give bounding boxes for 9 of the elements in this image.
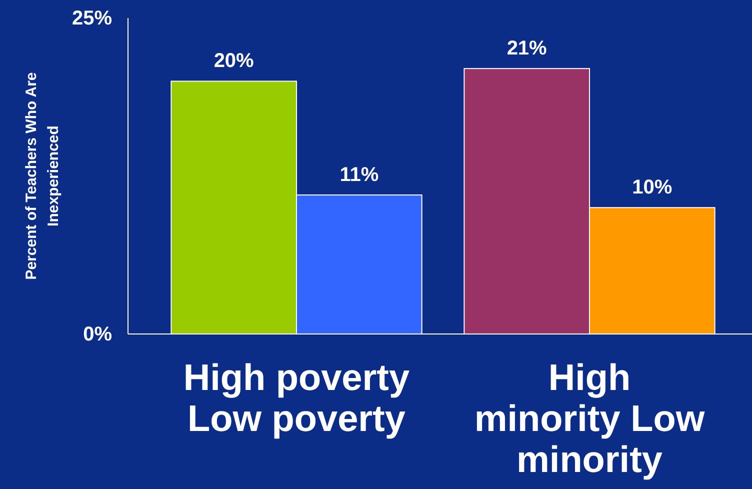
text: 21% [506, 38, 547, 60]
x-tick-label: High minority Low minority [474, 357, 705, 480]
x-tick-label: High poverty Low poverty [183, 357, 410, 439]
y-axis-title: Percent of Teachers Who Are Inexperienced [23, 72, 62, 280]
text: 20% [214, 50, 254, 72]
y-tick-label: 25% [72, 7, 112, 30]
text: 10% [632, 176, 672, 199]
y-tick-label: 0% [83, 323, 112, 346]
text: 11% [340, 164, 379, 186]
